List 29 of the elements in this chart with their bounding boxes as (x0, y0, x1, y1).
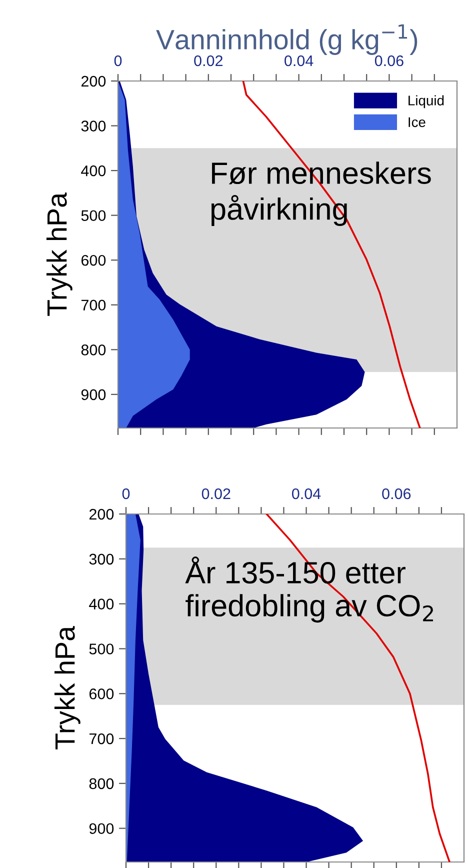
x-tick-label: 0.02 (194, 55, 222, 66)
y-tick-label: 900 (81, 389, 106, 400)
x-tick-label: 0.04 (284, 55, 314, 66)
y-axis-title: Trykk hPa (46, 192, 72, 316)
y-tick-label: 500 (81, 210, 106, 222)
x-tick-label: 0 (122, 488, 130, 500)
x-axis-title: Vanninnhold (g kg$^{−1}$) (156, 24, 418, 55)
y-tick-label: 400 (81, 165, 106, 176)
x-tick-label: 0.04 (292, 488, 321, 500)
y-axis-title: Trykk hPa (54, 626, 80, 750)
y-tick-label: 700 (89, 733, 114, 744)
y-tick-label: 200 (81, 76, 106, 87)
y-tick-label: 600 (81, 254, 106, 266)
y-tick-label: 400 (89, 598, 114, 610)
y-tick-label: 700 (81, 300, 106, 311)
x-tick-label: 0.02 (202, 488, 230, 500)
legend-label: Ice (408, 117, 426, 128)
y-tick-label: 300 (81, 120, 106, 132)
y-tick-label: 900 (89, 823, 114, 834)
x-tick-label: 0 (114, 55, 122, 66)
x-tick-label: 0.06 (382, 488, 411, 500)
x-tick-label: 0.06 (374, 55, 404, 66)
y-tick-label: 300 (89, 554, 114, 565)
y-tick-label: 200 (89, 508, 114, 520)
y-tick-label: 800 (81, 344, 106, 356)
y-tick-label: 500 (89, 644, 114, 654)
legend-label: Liquid (408, 95, 444, 108)
y-tick-label: 800 (89, 778, 114, 790)
y-tick-label: 600 (89, 688, 114, 700)
